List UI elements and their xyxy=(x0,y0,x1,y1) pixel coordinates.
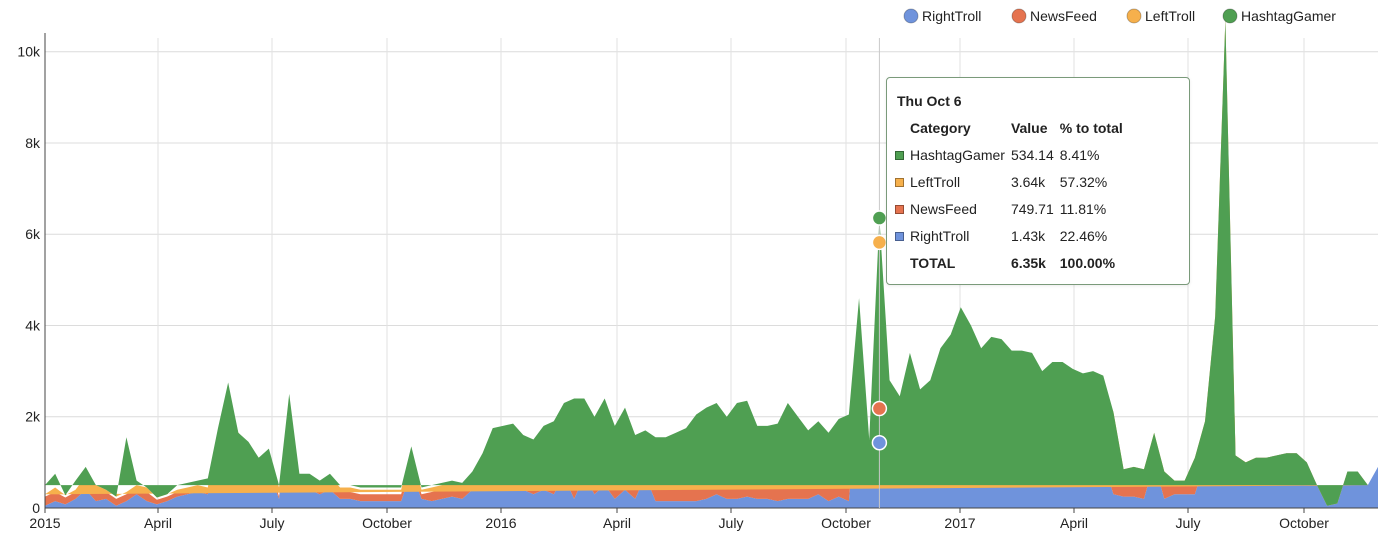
y-tick-label: 6k xyxy=(25,226,41,242)
tooltip-total-label: TOTAL xyxy=(910,254,956,271)
tooltip-row-value: 3.64k xyxy=(1010,173,1046,190)
x-tick-label: April xyxy=(1060,515,1088,531)
tooltip-table: Category Value % to total HashtagGamer 5… xyxy=(895,114,1129,276)
tooltip-row-value: 534.14 xyxy=(1010,146,1054,163)
y-tick-label: 0 xyxy=(32,500,40,516)
tooltip-row-name: RightTroll xyxy=(910,227,970,244)
hover-marker-lefttroll xyxy=(871,234,888,251)
tooltip-row: NewsFeed 749.71 11.81% xyxy=(895,195,1129,222)
tooltip-swatch-icon xyxy=(895,204,904,214)
legend: RightTroll NewsFeed LeftTroll HashtagGamer xyxy=(903,8,1336,24)
y-tick-label: 10k xyxy=(17,44,41,60)
tooltip-row-value: 1.43k xyxy=(1010,227,1046,244)
tooltip-total-pct: 100.00% xyxy=(1059,254,1116,271)
tooltip-row-name: LeftTroll xyxy=(910,173,961,190)
x-tick-label: July xyxy=(260,515,285,531)
tooltip-header-row: Category Value % to total xyxy=(895,114,1129,141)
x-tick-label: April xyxy=(603,515,631,531)
y-tick-label: 8k xyxy=(25,135,41,151)
tooltip-row: RightTroll 1.43k 22.46% xyxy=(895,222,1129,249)
legend-swatch-icon[interactable] xyxy=(903,8,919,24)
legend-swatch-icon[interactable] xyxy=(1126,8,1142,24)
tooltip-row: HashtagGamer 534.14 8.41% xyxy=(895,141,1129,168)
tooltip-row-pct: 8.41% xyxy=(1059,146,1100,163)
y-tick-label: 4k xyxy=(25,317,41,333)
area-hashtaggamer[interactable] xyxy=(45,19,1368,506)
legend-label-righttroll[interactable]: RightTroll xyxy=(922,8,981,24)
tooltip-header-value: Value xyxy=(1010,119,1048,136)
x-tick-label: 2017 xyxy=(944,515,975,531)
y-tick-label: 2k xyxy=(25,409,41,425)
tooltip-row-name: HashtagGamer xyxy=(910,146,1005,163)
x-tick-label: April xyxy=(144,515,172,531)
legend-swatch-icon[interactable] xyxy=(1222,8,1238,24)
x-tick-label: 2016 xyxy=(485,515,516,531)
tooltip-header-pct: % to total xyxy=(1059,119,1123,136)
x-tick-label: October xyxy=(362,515,412,531)
hover-markers xyxy=(871,38,888,508)
x-tick-label: 2015 xyxy=(29,515,60,531)
axes: 0 2k 4k 6k 8k 10k 2015 April July October 2016 Apri… xyxy=(17,33,1378,531)
tooltip: Thu Oct 6 Category Value % to total Hash… xyxy=(886,77,1190,285)
legend-label-lefttroll[interactable]: LeftTroll xyxy=(1145,8,1195,24)
legend-label-hashtaggamer[interactable]: HashtagGamer xyxy=(1241,8,1336,24)
tooltip-total-row: TOTAL 6.35k 100.00% xyxy=(895,249,1129,276)
tooltip-header-category: Category xyxy=(910,119,971,136)
x-tick-label: July xyxy=(719,515,744,531)
hover-marker-newsfeed xyxy=(871,400,888,417)
legend-swatch-icon[interactable] xyxy=(1011,8,1027,24)
tooltip-title: Thu Oct 6 xyxy=(897,93,962,109)
tooltip-row: LeftTroll 3.64k 57.32% xyxy=(895,168,1129,195)
area-layer xyxy=(45,19,1378,508)
x-tick-label: October xyxy=(821,515,871,531)
hover-marker-hashtaggamer xyxy=(871,210,888,226)
x-tick-label: July xyxy=(1176,515,1201,531)
legend-label-newsfeed[interactable]: NewsFeed xyxy=(1030,8,1097,24)
x-tick-label: October xyxy=(1279,515,1329,531)
tooltip-row-pct: 11.81% xyxy=(1059,200,1107,217)
tooltip-row-value: 749.71 xyxy=(1010,200,1054,217)
tooltip-swatch-icon xyxy=(895,150,904,160)
tooltip-row-pct: 57.32% xyxy=(1059,173,1108,190)
tooltip-swatch-icon xyxy=(895,177,904,187)
tooltip-swatch-icon xyxy=(895,231,904,241)
hover-marker-righttroll xyxy=(871,434,888,451)
tooltip-total-value: 6.35k xyxy=(1010,254,1046,271)
tooltip-row-pct: 22.46% xyxy=(1059,227,1108,244)
tooltip-row-name: NewsFeed xyxy=(910,200,977,217)
